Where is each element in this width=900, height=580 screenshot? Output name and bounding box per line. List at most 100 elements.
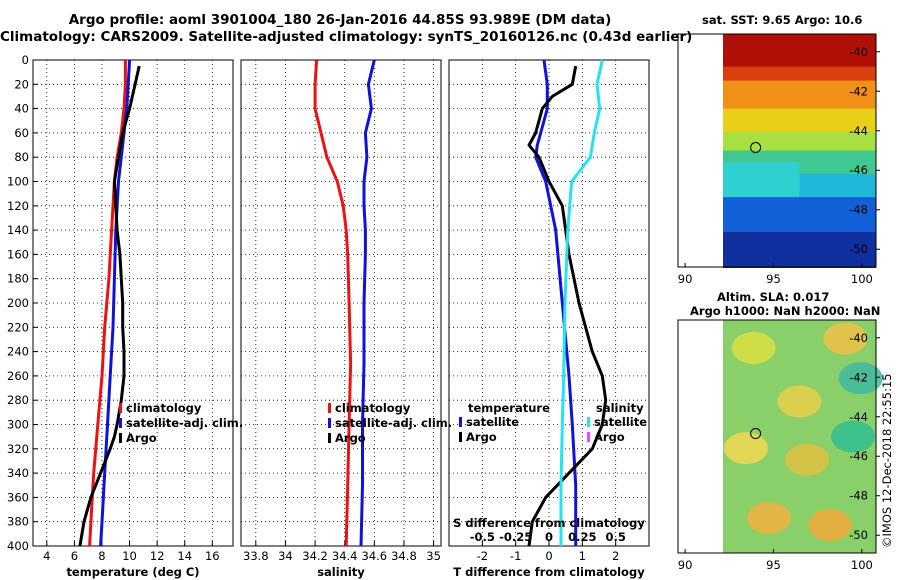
x-tick-label: 12 — [150, 549, 165, 563]
argo-position-marker — [750, 142, 762, 154]
sla-blob — [731, 331, 776, 364]
sla-blob — [746, 502, 791, 535]
s-tick-label: 0.25 — [568, 530, 596, 544]
series-t-satellite — [534, 59, 578, 546]
y-tick-label: 340 — [7, 466, 29, 480]
lat-tick-label: -42 — [849, 370, 868, 384]
sst-band — [723, 108, 876, 133]
legend-climatology: climatology — [126, 401, 202, 415]
sla-blob — [831, 420, 876, 453]
y-tick-label: 240 — [7, 345, 29, 359]
x-tick-label: -1 — [510, 549, 521, 563]
legend-s-argo: Argo — [594, 430, 625, 444]
x-tick-label: -2 — [477, 549, 488, 563]
x-tick-label: 34.8 — [391, 549, 417, 563]
panel-salinity: 33.8 34 34.2 34.4 34.6 34.8 35 salinity — [240, 59, 442, 579]
series-s-satellite — [559, 59, 604, 546]
sla-blob — [777, 385, 822, 418]
sst-band — [723, 162, 800, 198]
y-tick-label: 200 — [7, 296, 29, 310]
s-tick-label: 0 — [545, 530, 553, 544]
sla-map: -40 -42 -44 -46 -48 -50 90 95 100 — [677, 319, 883, 572]
y-tick-label: 140 — [7, 223, 29, 237]
legend-argo: Argo — [126, 431, 157, 445]
lat-tick-label: -40 — [849, 45, 868, 59]
legend-swatch — [459, 432, 462, 442]
sst-band — [723, 232, 876, 268]
x-tick-label: 14 — [177, 549, 192, 563]
legend-swatch — [119, 433, 122, 443]
sla-map-subtitle: Argo h1000: NaN h2000: NaN — [690, 304, 881, 318]
x-tick-label: 34.4 — [332, 549, 358, 563]
x-tick-label: 16 — [205, 549, 220, 563]
series-climatology — [313, 59, 353, 547]
x-tick-label: 34 — [278, 549, 293, 563]
map-frame — [677, 33, 877, 268]
legend-swatch — [587, 432, 590, 442]
lat-tick-label: -42 — [849, 84, 868, 98]
x-tick-label: 6 — [71, 549, 78, 563]
legend-swatch — [328, 403, 331, 413]
series-satellite-adj-clim- — [359, 59, 376, 547]
legend-t-argo: Argo — [466, 430, 497, 444]
series-climatology — [88, 60, 127, 547]
lat-tick-label: -48 — [849, 489, 868, 503]
lat-tick-label: -50 — [849, 528, 868, 542]
y-tick-label: 0 — [22, 53, 29, 67]
legend-s-satellite: satellite — [594, 415, 647, 429]
y-tick-label: 220 — [7, 320, 29, 334]
x-tick-label: 34.6 — [362, 549, 388, 563]
x-tick-label: 34.2 — [302, 549, 328, 563]
x-tick-label: 10 — [122, 549, 137, 563]
sst-band — [723, 197, 876, 234]
legend-swatch — [119, 403, 122, 413]
x-axis-label: temperature (deg C) — [66, 565, 199, 579]
legend-salinity-header: salinity — [596, 401, 644, 415]
legend-satellite: satellite-adj. clim. — [126, 416, 243, 430]
y-tick-label: 40 — [14, 102, 29, 116]
lat-tick-label: -50 — [849, 242, 868, 256]
lat-tick-label: -44 — [849, 410, 868, 424]
panel-temperature: 4 6 8 10 12 14 16 temperature (deg C) 0 20 40 60 80 1… — [7, 53, 234, 579]
legend-temperature-header: temperature — [468, 401, 550, 415]
lat-tick-label: -40 — [849, 331, 868, 345]
y-tick-label: 100 — [7, 175, 29, 189]
sla-blob — [785, 443, 830, 476]
x-axis-label: salinity — [317, 565, 365, 579]
y-tick-label: 160 — [7, 247, 29, 261]
y-tick-label: 20 — [14, 77, 29, 91]
y-tick-label: 300 — [7, 418, 29, 432]
sst-map-title: sat. SST: 9.65 Argo: 10.6 — [702, 13, 863, 27]
legend-t-satellite: satellite — [466, 415, 519, 429]
panel-frame — [240, 59, 442, 547]
x-tick-label: 35 — [426, 549, 441, 563]
legend-climatology: climatology — [335, 401, 411, 415]
lon-tick-label: 90 — [678, 272, 693, 286]
sla-map-title: Altim. SLA: 0.017 — [717, 290, 830, 304]
lat-tick-label: -44 — [849, 124, 868, 138]
legend-satellite: satellite-adj. clim. — [335, 416, 452, 430]
y-tick-label: 80 — [14, 150, 29, 164]
s-tick-label: -0.25 — [499, 530, 532, 544]
map-frame — [677, 319, 877, 554]
y-tick-label: 380 — [7, 515, 29, 529]
y-tick-label: 360 — [7, 490, 29, 504]
sla-blob — [823, 322, 868, 355]
s-tick-label: 0.5 — [605, 530, 625, 544]
s-tick-label: -0.5 — [470, 530, 495, 544]
y-tick-label: 120 — [7, 199, 29, 213]
lat-tick-label: -48 — [849, 203, 868, 217]
y-tick-label: 180 — [7, 272, 29, 286]
y-tick-label: 260 — [7, 369, 29, 383]
lat-tick-label: -46 — [849, 163, 868, 177]
sla-blob — [838, 362, 883, 395]
sst-band — [723, 66, 876, 82]
lon-tick-label: 100 — [851, 558, 873, 572]
legend-swatch — [119, 418, 122, 428]
y-tick-label: 400 — [7, 539, 29, 553]
lat-tick-label: -46 — [849, 449, 868, 463]
legend-swatch — [587, 417, 590, 427]
sla-blob — [808, 509, 853, 542]
y-tick-label: 60 — [14, 126, 29, 140]
